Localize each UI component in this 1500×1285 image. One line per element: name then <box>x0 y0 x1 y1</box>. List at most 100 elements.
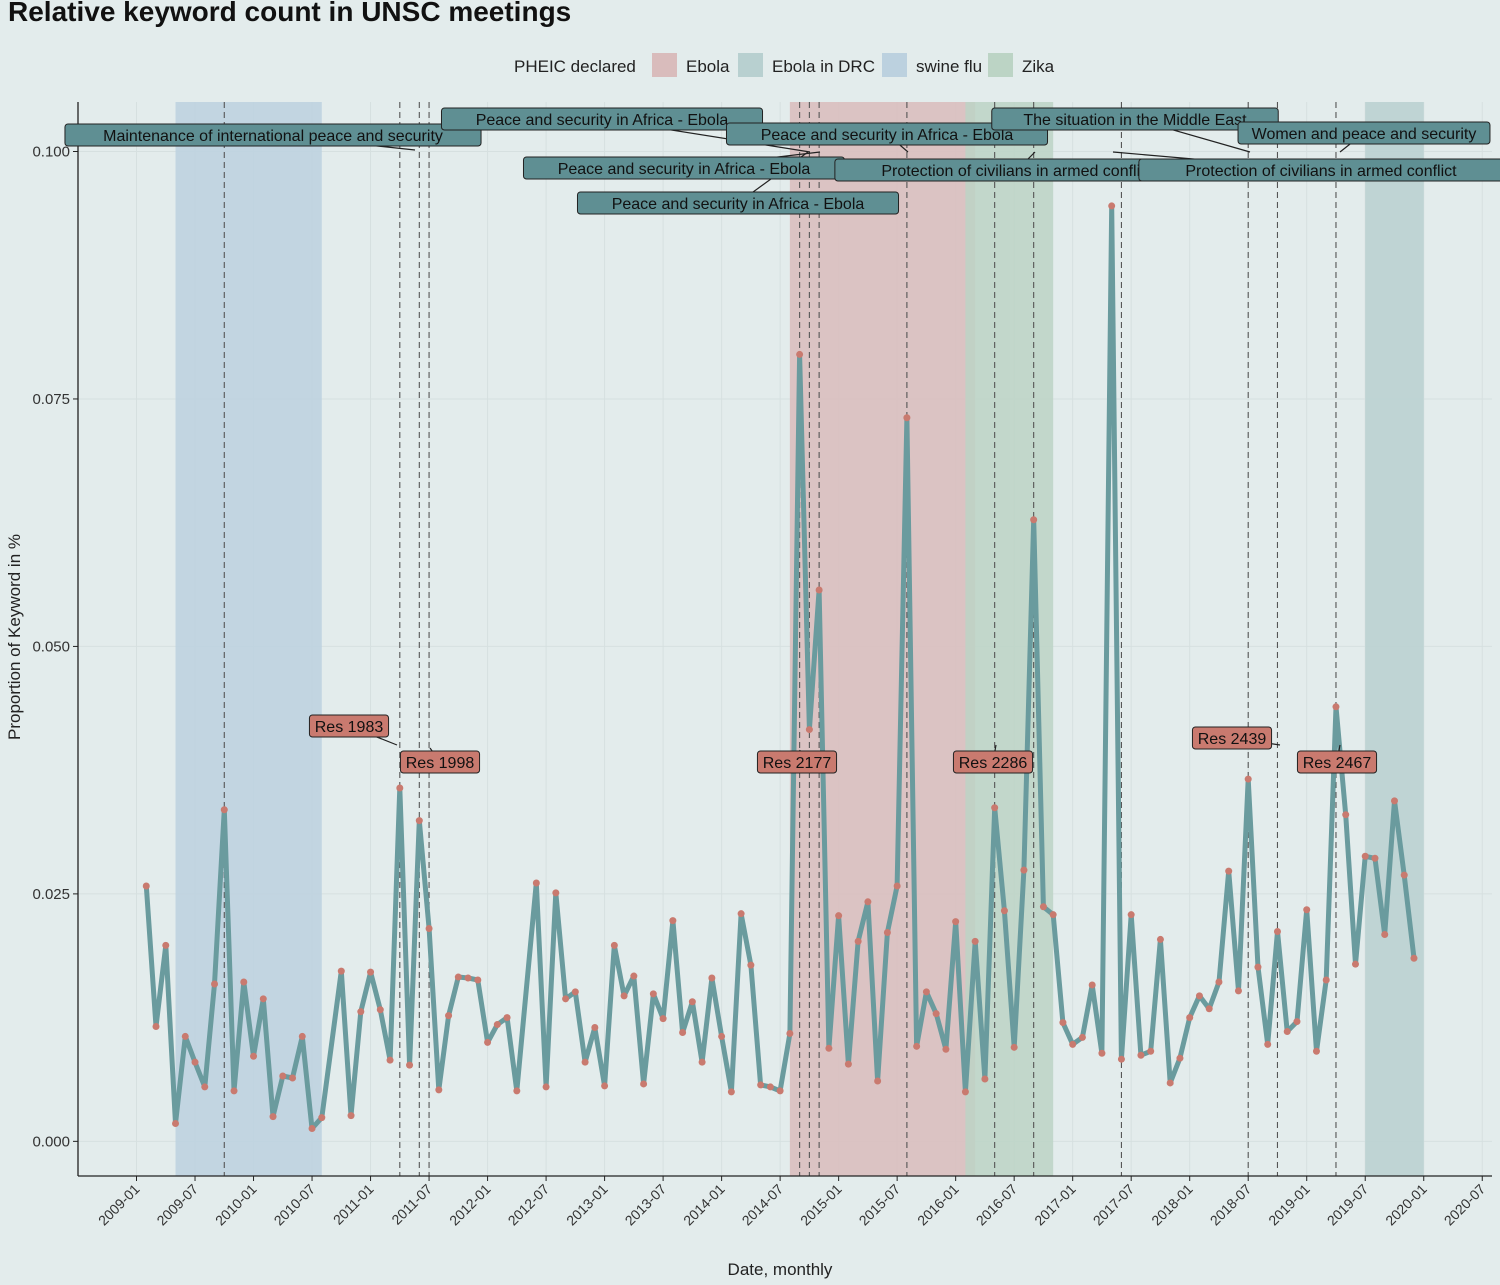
data-point <box>513 1087 521 1095</box>
data-point <box>1166 1079 1174 1087</box>
data-point <box>727 1088 735 1096</box>
data-point <box>971 937 979 945</box>
chart-title: Relative keyword count in UNSC meetings <box>8 0 572 27</box>
data-point <box>279 1072 287 1080</box>
meeting-annotation-box <box>576 191 900 215</box>
data-point <box>747 961 755 969</box>
pheic-band <box>1365 102 1424 1176</box>
data-point <box>367 968 375 976</box>
data-point <box>298 1032 306 1040</box>
legend-item-label: Ebola <box>686 57 730 76</box>
data-point <box>601 1082 609 1090</box>
resolution-annotation: Res 1998 <box>399 750 481 774</box>
x-tick-label: 2013-07 <box>622 1181 670 1229</box>
data-point <box>640 1080 648 1088</box>
data-point <box>1078 1033 1086 1041</box>
data-point <box>1098 1049 1106 1057</box>
data-point <box>903 414 911 422</box>
resolution-annotation: Res 2467 <box>1296 750 1378 774</box>
data-point <box>1205 1005 1213 1013</box>
data-point <box>142 882 150 890</box>
data-point <box>230 1087 238 1095</box>
x-tick-label: 2018-01 <box>1148 1181 1196 1229</box>
legend-swatch <box>882 53 907 77</box>
data-point <box>688 998 696 1006</box>
x-tick-label: 2015-07 <box>856 1181 904 1229</box>
data-point <box>786 1029 794 1037</box>
data-point <box>1108 202 1116 210</box>
resolution-annotation-text: Res 2286 <box>959 755 1028 772</box>
meeting-annotation: The situation in the Middle East <box>991 107 1279 131</box>
data-point <box>1244 775 1252 783</box>
data-point <box>961 1088 969 1096</box>
data-point <box>386 1056 394 1064</box>
data-point <box>308 1124 316 1132</box>
meeting-annotation-box <box>440 107 764 131</box>
data-point <box>1117 1055 1125 1063</box>
data-point <box>698 1058 706 1066</box>
data-point <box>464 974 472 982</box>
meeting-annotation-text: Peace and security in Africa - Ebola <box>761 127 1014 144</box>
x-axis-title: Date, monthly <box>728 1260 833 1279</box>
meeting-annotation-text: Women and peace and security <box>1252 126 1477 143</box>
data-point <box>952 918 960 926</box>
x-tick-label: 2018-07 <box>1207 1181 1255 1229</box>
data-point <box>942 1045 950 1053</box>
data-point <box>1312 1047 1320 1055</box>
resolution-annotation-text: Res 1983 <box>315 719 384 736</box>
meeting-annotation-box <box>1237 121 1491 145</box>
data-point <box>152 1023 160 1031</box>
data-point <box>591 1024 599 1032</box>
resolution-annotation-box <box>756 750 838 774</box>
x-tick-label: 2020-07 <box>1441 1181 1489 1229</box>
data-point <box>162 941 170 949</box>
meeting-annotation-text: Peace and security in Africa - Ebola <box>612 196 865 213</box>
legend-item-label: swine flu <box>916 57 982 76</box>
data-point <box>1000 907 1008 915</box>
data-point <box>815 586 823 594</box>
data-point <box>883 928 891 936</box>
data-point <box>766 1083 774 1091</box>
data-point <box>445 1012 453 1020</box>
data-point <box>1225 867 1233 875</box>
meeting-annotation: Protection of civilians in armed conflic… <box>834 158 1200 182</box>
data-point <box>425 925 433 933</box>
data-point <box>1254 963 1262 971</box>
data-point <box>1410 954 1418 962</box>
data-point <box>1049 911 1057 919</box>
data-point <box>649 990 657 998</box>
x-tick-label: 2013-01 <box>563 1181 611 1229</box>
data-point <box>835 912 843 920</box>
data-point <box>1381 930 1389 938</box>
data-point <box>844 1060 852 1068</box>
data-point <box>1342 811 1350 819</box>
resolution-annotation-box <box>399 750 481 774</box>
data-point <box>1400 871 1408 879</box>
x-tick-label: 2016-01 <box>914 1181 962 1229</box>
data-point <box>669 917 677 925</box>
legend-item-label: Ebola in DRC <box>772 57 875 76</box>
x-tick-label: 2010-01 <box>212 1181 260 1229</box>
meeting-annotation-box <box>1138 158 1500 182</box>
data-point <box>259 995 267 1003</box>
data-point <box>337 967 345 975</box>
resolution-annotation: Res 1983 <box>308 714 390 738</box>
data-point <box>1332 703 1340 711</box>
x-tick-label: 2014-07 <box>739 1181 787 1229</box>
data-point <box>201 1083 209 1091</box>
legend: PHEIC declared Ebola Ebola in DRC swine flu… <box>514 53 1055 77</box>
resolution-annotation-box <box>952 750 1034 774</box>
data-point <box>357 1008 365 1016</box>
data-point <box>318 1114 326 1122</box>
data-point <box>659 1015 667 1023</box>
x-tick-label: 2014-01 <box>680 1181 728 1229</box>
meeting-annotation-box <box>725 122 1049 146</box>
data-point <box>932 1010 940 1018</box>
meeting-annotation: Protection of civilians in armed conflic… <box>1138 158 1500 182</box>
data-point <box>1371 854 1379 862</box>
data-point <box>1195 992 1203 1000</box>
data-point <box>172 1120 180 1128</box>
resolution-annotation-box <box>1296 750 1378 774</box>
data-point <box>347 1112 355 1120</box>
data-point <box>679 1028 687 1036</box>
